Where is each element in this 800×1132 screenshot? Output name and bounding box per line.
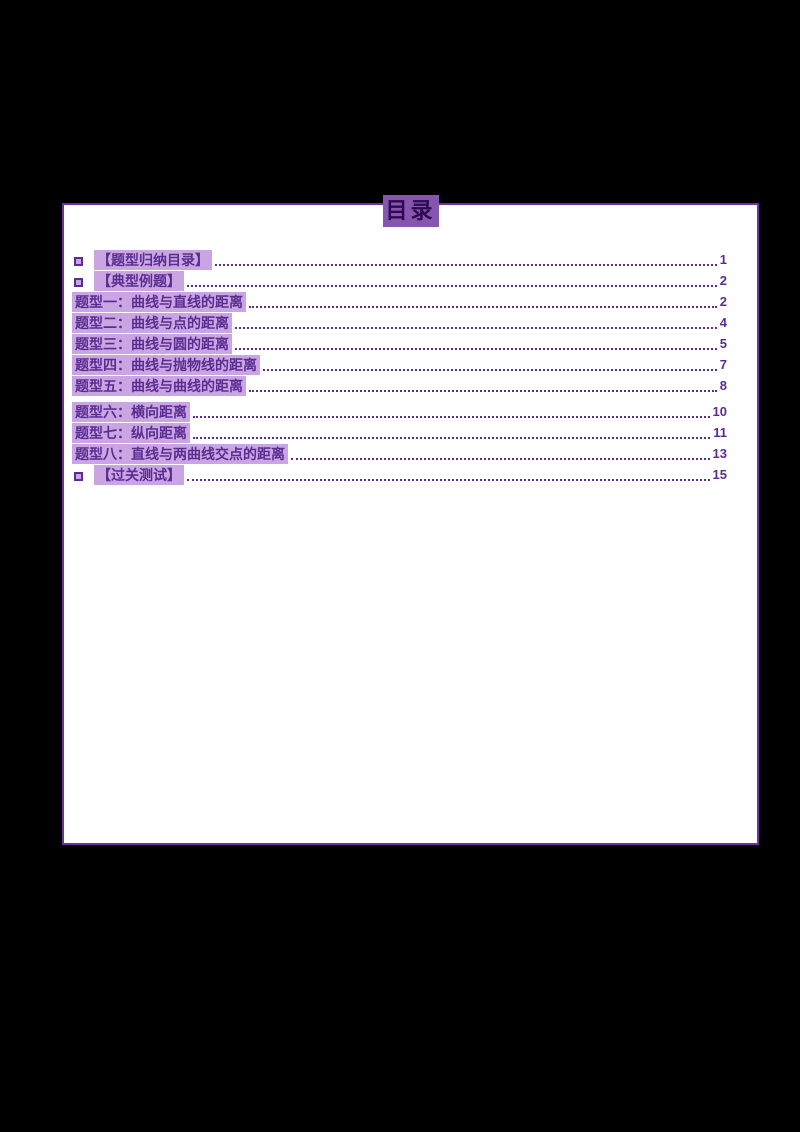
dotted-leader-line: [187, 285, 717, 287]
toc-entry[interactable]: 题型三：曲线与圆的距离 5: [72, 334, 727, 354]
toc-entry-label: 题型三：曲线与圆的距离: [72, 334, 232, 354]
toc-entry-label: 题型四：曲线与抛物线的距离: [72, 355, 260, 375]
toc-title: 目录: [382, 195, 439, 227]
toc-entry-label: 题型五：曲线与曲线的距离: [72, 376, 246, 396]
toc-entry-label: 题型七：纵向距离: [72, 423, 190, 443]
dotted-leader-line: [193, 437, 711, 439]
dotted-leader-line: [263, 369, 717, 371]
toc-entry[interactable]: 题型二：曲线与点的距离 4: [72, 313, 727, 333]
toc-entry[interactable]: 题型六：横向距离 10: [72, 402, 727, 422]
toc-entry[interactable]: 题型八：直线与两曲线交点的距离 13: [72, 444, 727, 464]
square-bullet-icon: [74, 257, 83, 266]
toc-entry-label: 【过关测试】: [94, 465, 184, 485]
toc-entry-label: 题型二：曲线与点的距离: [72, 313, 232, 333]
square-bullet-icon: [74, 278, 83, 287]
toc-entry[interactable]: 题型四：曲线与抛物线的距离 7: [72, 355, 727, 375]
dotted-leader-line: [193, 416, 710, 418]
dotted-leader-line: [235, 327, 717, 329]
toc-entry-label: 题型六：横向距离: [72, 402, 190, 422]
toc-page-number: 15: [712, 467, 727, 482]
toc-entry[interactable]: 题型七：纵向距离 11: [72, 423, 727, 443]
toc-entry-label: 【题型归纳目录】: [94, 250, 212, 270]
content-area: 目录 【题型归纳目录】 1 【典型例题】 2 题型一：曲线与直线的距离 2 题型…: [62, 195, 759, 845]
toc-entry-label: 【典型例题】: [94, 271, 184, 291]
dotted-leader-line: [291, 458, 710, 460]
toc-page-number: 10: [712, 404, 727, 419]
toc-page-number: 8: [719, 378, 727, 393]
dotted-leader-line: [235, 348, 717, 350]
toc-entry-label: 题型八：直线与两曲线交点的距离: [72, 444, 288, 464]
dotted-leader-line: [215, 264, 717, 266]
toc-entry[interactable]: 【题型归纳目录】 1: [72, 250, 727, 270]
toc-page-number: 13: [712, 446, 727, 461]
toc-entry-label: 题型一：曲线与直线的距离: [72, 292, 246, 312]
toc-page-number: 5: [719, 336, 727, 351]
toc-page-number: 2: [719, 273, 727, 288]
toc-entry[interactable]: 题型一：曲线与直线的距离 2: [72, 292, 727, 312]
toc-page-number: 1: [719, 252, 727, 267]
dotted-leader-line: [249, 390, 717, 392]
toc-entry[interactable]: 【过关测试】 15: [72, 465, 727, 485]
toc-page-number: 11: [713, 425, 727, 440]
dotted-leader-line: [249, 306, 717, 308]
toc-page-number: 4: [719, 315, 727, 330]
toc-page-number: 2: [719, 294, 727, 309]
dotted-leader-line: [187, 479, 710, 481]
toc-list: 【题型归纳目录】 1 【典型例题】 2 题型一：曲线与直线的距离 2 题型二：曲…: [64, 205, 757, 485]
toc-page-number: 7: [719, 357, 727, 372]
toc-entry[interactable]: 题型五：曲线与曲线的距离 8: [72, 376, 727, 396]
toc-entry[interactable]: 【典型例题】 2: [72, 271, 727, 291]
square-bullet-icon: [74, 472, 83, 481]
